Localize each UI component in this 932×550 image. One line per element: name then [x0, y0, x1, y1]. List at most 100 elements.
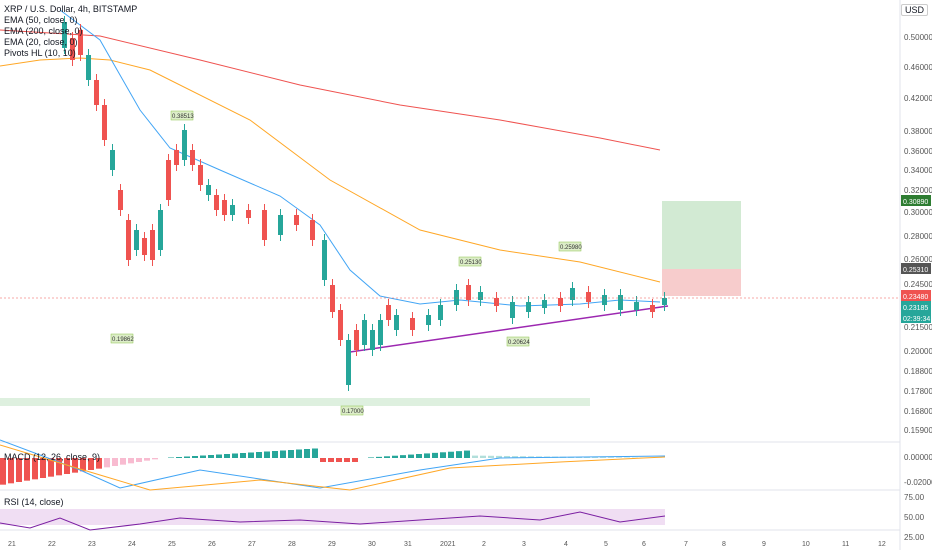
indicator-ema20[interactable]: EMA (20, close, 0) — [4, 37, 78, 47]
macd-bar — [64, 458, 70, 474]
macd-bar — [112, 458, 118, 466]
time-axis-label: 2 — [482, 541, 486, 548]
price-axis-label: 0.28000 — [904, 232, 932, 241]
pivot-label: 0.20624 — [508, 340, 530, 346]
candle-body — [322, 240, 327, 280]
indicator-ema50[interactable]: EMA (50, close, 0) — [4, 15, 78, 25]
currency-button[interactable]: USD — [900, 4, 928, 16]
candle-body — [330, 285, 335, 312]
macd-bar — [584, 456, 590, 458]
pivot-label-bg — [506, 336, 530, 347]
candle-body — [362, 320, 367, 345]
candle-body — [354, 330, 359, 350]
candle-body — [310, 220, 315, 240]
candle-body — [70, 38, 75, 60]
price-axis-label: 0.26000 — [904, 255, 932, 264]
candle-body — [454, 290, 459, 305]
candle-body — [602, 295, 607, 305]
macd-bar — [344, 458, 350, 462]
macd-bar — [504, 455, 510, 458]
macd-bar — [8, 458, 14, 484]
macd-bar — [232, 453, 238, 458]
candle-body — [262, 210, 267, 240]
time-axis-label: 29 — [328, 541, 336, 548]
time-axis-label: 5 — [604, 541, 608, 548]
pivot-label-bg — [110, 333, 134, 344]
candle-body — [510, 302, 515, 318]
time-axis-label: 7 — [684, 541, 688, 548]
candle-body — [222, 200, 227, 215]
candle-body — [526, 302, 531, 312]
macd-bar — [400, 455, 406, 458]
time-axis-label: 21 — [8, 541, 16, 548]
pivot-label: 0.25130 — [460, 260, 482, 266]
rsi-band — [0, 509, 665, 525]
price-axis-label: 0.46000 — [904, 63, 932, 72]
ema50-badge: 0.25310 — [903, 267, 928, 274]
time-axis-label: 23 — [88, 541, 96, 548]
macd-bar — [416, 454, 422, 458]
time-axis-label: 12 — [878, 541, 886, 548]
rsi-axis-label: 75.00 — [904, 493, 925, 502]
candle-body — [386, 305, 391, 320]
time-axis-label: 26 — [208, 541, 216, 548]
macd-bar — [136, 458, 142, 462]
ema20-badge-bg — [901, 301, 931, 312]
ema20-badge: 0.23185 — [903, 305, 928, 312]
rsi-axis-label: 25.00 — [904, 533, 925, 542]
ema20-line — [59, 9, 661, 307]
target-badge: 0.30890 — [903, 199, 928, 206]
candle-body — [214, 195, 219, 210]
macd-bar — [368, 457, 374, 458]
macd-bar — [152, 458, 158, 460]
time-axis-label: 10 — [802, 541, 810, 548]
candle-body — [478, 292, 483, 300]
macd-bar — [280, 450, 286, 458]
candle-body — [542, 300, 547, 308]
indicator-ema200[interactable]: EMA (200, close, 0) — [4, 26, 83, 36]
macd-bar — [200, 455, 206, 458]
candle-body — [158, 210, 163, 250]
time-axis-label: 30 — [368, 541, 376, 548]
macd-label[interactable]: MACD (12, 26, close, 9) — [4, 452, 101, 462]
macd-bar — [328, 458, 334, 462]
macd-bar — [120, 458, 126, 465]
target-badge-bg — [901, 195, 931, 206]
candle-body — [110, 150, 115, 170]
time-axis-label: 22 — [48, 541, 56, 548]
candle-body — [278, 215, 283, 235]
macd-bar — [312, 448, 318, 458]
macd-bar — [128, 458, 134, 464]
price-axis-label: 0.20000 — [904, 347, 932, 356]
macd-bar — [248, 452, 254, 458]
pivot-label: 0.38513 — [172, 114, 194, 120]
macd-bar — [272, 451, 278, 458]
pivot-label-bg — [458, 256, 482, 267]
candle-body — [206, 185, 211, 195]
candle-body — [438, 305, 443, 320]
time-axis-label: 24 — [128, 541, 136, 548]
pivot-label-bg — [340, 405, 364, 416]
macd-bar — [440, 452, 446, 458]
candle-body — [586, 292, 591, 302]
candle-body — [230, 205, 235, 215]
macd-bar — [600, 457, 606, 458]
macd-bar — [24, 458, 30, 481]
price-axis-label: 0.21500 — [904, 323, 932, 332]
rsi-label[interactable]: RSI (14, close) — [4, 497, 64, 507]
price-axis-label: 0.50000 — [904, 33, 932, 42]
macd-bar — [104, 458, 110, 468]
macd-bar — [256, 452, 262, 458]
indicator-pivots[interactable]: Pivots HL (10, 10) — [4, 48, 76, 58]
macd-bar — [336, 458, 342, 462]
stop-loss-zone — [662, 269, 741, 296]
time-axis-label: 31 — [404, 541, 412, 548]
macd-bar — [192, 456, 198, 458]
candle-body — [558, 298, 563, 306]
candle-body — [466, 285, 471, 300]
macd-bar — [424, 453, 430, 458]
macd-bar — [432, 452, 438, 458]
pivot-label-bg — [170, 110, 194, 121]
price-axis-label: 0.38000 — [904, 127, 932, 136]
